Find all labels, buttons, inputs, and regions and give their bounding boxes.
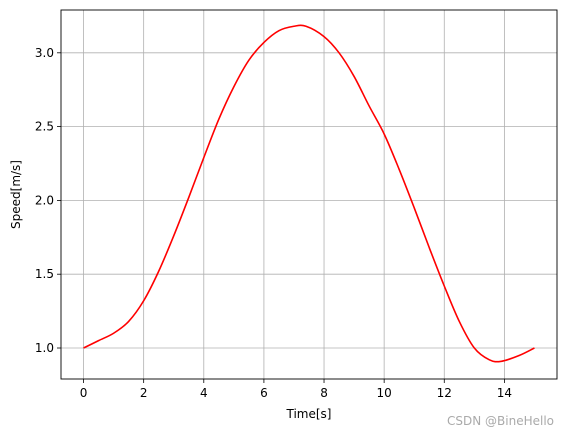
x-tick-label: 2	[140, 386, 148, 400]
y-tick-label: 3.0	[35, 46, 54, 60]
x-tick-label: 4	[200, 386, 208, 400]
y-tick-label: 1.5	[35, 267, 54, 281]
x-tick-label: 10	[377, 386, 392, 400]
y-axis-ticks: 1.0 1.5 2.0 2.5 3.0	[35, 46, 61, 355]
y-tick-label: 1.0	[35, 341, 54, 355]
x-axis-ticks: 0 2 4 6 8 10 12 14	[80, 379, 512, 400]
x-tick-label: 0	[80, 386, 88, 400]
plot-frame	[60, 9, 558, 380]
x-tick-label: 6	[260, 386, 268, 400]
x-tick-label: 8	[320, 386, 328, 400]
speed-series-line	[83, 24, 535, 363]
x-tick-label: 12	[437, 386, 452, 400]
grid	[61, 10, 557, 379]
y-tick-label: 2.0	[35, 193, 54, 207]
y-axis-label: Speed[m/s]	[9, 160, 23, 229]
watermark: CSDN @BineHello	[447, 414, 554, 428]
x-axis-label: Time[s]	[286, 407, 332, 421]
x-tick-label: 14	[497, 386, 512, 400]
y-tick-label: 2.5	[35, 120, 54, 134]
